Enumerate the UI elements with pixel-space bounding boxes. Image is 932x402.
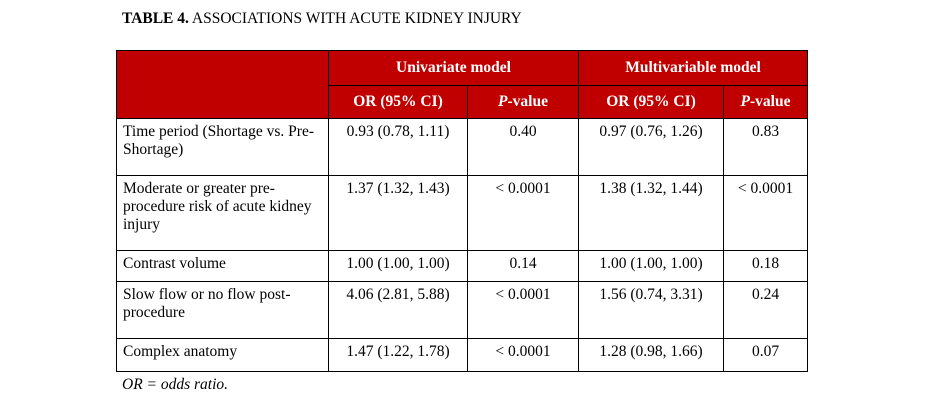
uni-or-cell: 1.37 (1.32, 1.43) [328, 175, 468, 251]
p-italic: P [498, 93, 508, 110]
row-label: Complex anatomy [116, 338, 329, 372]
uni-p-cell: < 0.0001 [467, 175, 579, 251]
multi-p-cell: 0.83 [723, 118, 808, 176]
table-row: Time period (Shortage vs. Pre-Shortage) … [116, 118, 808, 176]
p-italic: P [740, 93, 750, 110]
header-multivariable: Multivariable model [578, 50, 808, 86]
uni-or-cell: 4.06 (2.81, 5.88) [328, 281, 468, 339]
uni-p-cell: < 0.0001 [467, 338, 579, 372]
associations-table: Univariate model Multivariable model OR … [116, 50, 808, 372]
header-multi-or: OR (95% CI) [578, 85, 724, 119]
header-multi-p: P-value [723, 85, 808, 119]
table-number: TABLE 4. [122, 10, 189, 27]
row-label: Time period (Shortage vs. Pre-Shortage) [116, 118, 329, 176]
multi-p-cell: 0.18 [723, 250, 808, 282]
multi-or-cell: 1.00 (1.00, 1.00) [578, 250, 724, 282]
multi-p-cell: 0.07 [723, 338, 808, 372]
p-rest: -value [507, 93, 548, 110]
uni-p-cell: < 0.0001 [467, 281, 579, 339]
table-caption: ASSOCIATIONS WITH ACUTE KIDNEY INJURY [188, 10, 522, 27]
footnote: OR = odds ratio. [122, 376, 229, 393]
table-row: Slow flow or no flow post-procedure 4.06… [116, 281, 808, 339]
table-title: TABLE 4. ASSOCIATIONS WITH ACUTE KIDNEY … [122, 10, 522, 28]
row-label: Moderate or greater pre-procedure risk o… [116, 175, 329, 251]
table-row: Complex anatomy 1.47 (1.22, 1.78) < 0.00… [116, 338, 808, 372]
multi-or-cell: 1.56 (0.74, 3.31) [578, 281, 724, 339]
multi-p-cell: 0.24 [723, 281, 808, 339]
row-label: Contrast volume [116, 250, 329, 282]
header-uni-or: OR (95% CI) [328, 85, 468, 119]
table-row: Contrast volume 1.00 (1.00, 1.00) 0.14 1… [116, 250, 808, 282]
multi-or-cell: 1.28 (0.98, 1.66) [578, 338, 724, 372]
multi-or-cell: 0.97 (0.76, 1.26) [578, 118, 724, 176]
row-label: Slow flow or no flow post-procedure [116, 281, 329, 339]
multi-or-cell: 1.38 (1.32, 1.44) [578, 175, 724, 251]
uni-p-cell: 0.40 [467, 118, 579, 176]
header-uni-p: P-value [467, 85, 579, 119]
uni-or-cell: 1.47 (1.22, 1.78) [328, 338, 468, 372]
header-blank [116, 50, 329, 119]
uni-or-cell: 1.00 (1.00, 1.00) [328, 250, 468, 282]
table-row: Moderate or greater pre-procedure risk o… [116, 175, 808, 251]
header-univariate: Univariate model [328, 50, 579, 86]
uni-or-cell: 0.93 (0.78, 1.11) [328, 118, 468, 176]
multi-p-cell: < 0.0001 [723, 175, 808, 251]
uni-p-cell: 0.14 [467, 250, 579, 282]
p-rest: -value [750, 93, 791, 110]
